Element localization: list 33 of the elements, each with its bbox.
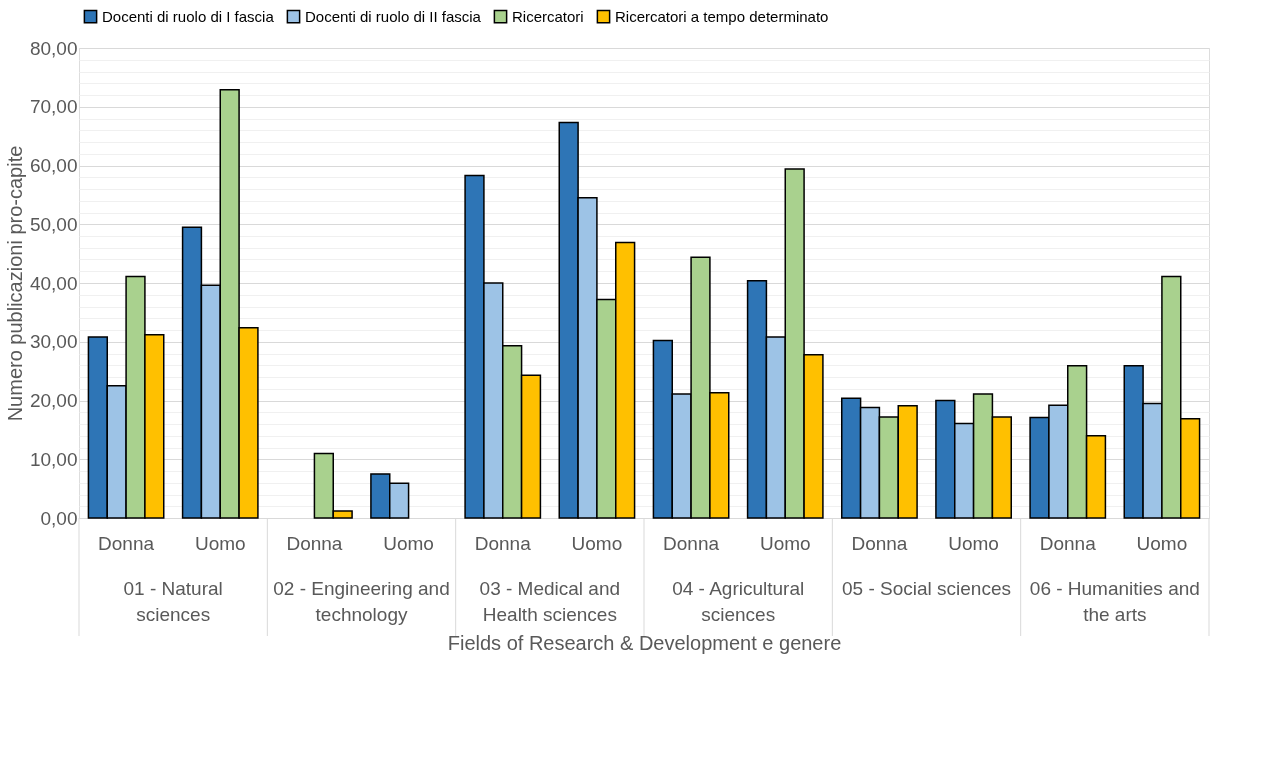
legend-label: Ricercatori <box>512 7 584 25</box>
x-tick-label: Uomo <box>194 532 246 554</box>
y-tick-label: 80,00 <box>29 37 78 59</box>
legend-label: Ricercatori a tempo determinato <box>615 7 829 25</box>
x-tick-label: Uomo <box>948 532 999 554</box>
x-tick-label: Donna <box>663 532 720 554</box>
x-tick-label: Uomo <box>383 532 434 554</box>
x-tick-label: Uomo <box>759 532 811 554</box>
y-axis-title: Numero publicazioni pro-capite <box>3 145 26 422</box>
x-axis-title: Fields of Research & Development e genere <box>447 631 842 654</box>
y-tick-label: 0,00 <box>40 507 78 529</box>
x-tick-label: Donna <box>1039 532 1097 554</box>
y-tick-label: 20,00 <box>29 390 78 411</box>
x-tick-label: Donna <box>851 532 908 554</box>
x-tick-label: Uomo <box>1136 532 1188 554</box>
text: 01 - Natural sciences <box>123 578 223 625</box>
y-tick-label: 10,00 <box>29 448 78 470</box>
text: 03 - Medical and Health sciences <box>479 578 621 625</box>
legend-label: Docenti di ruolo di II fascia <box>305 7 482 25</box>
y-tick-label: 50,00 <box>29 213 78 235</box>
text: 02 - Engineering and technology <box>273 578 450 625</box>
y-tick-label: 30,00 <box>29 331 78 353</box>
y-tick-label: 70,00 <box>29 96 78 118</box>
text: 06 - Humanities and the arts <box>1029 578 1200 625</box>
x-tick-label: Donna <box>474 532 532 554</box>
y-tick-label: 60,00 <box>29 155 78 176</box>
x-tick-label: Donna <box>98 532 155 554</box>
x-tick-label: Donna <box>286 532 343 554</box>
y-tick-label: 40,00 <box>29 272 78 294</box>
text: 04 - Agricultural sciences <box>672 578 805 625</box>
legend-label: Docenti di ruolo di I fascia <box>102 7 275 25</box>
x-tick-label: Uomo <box>571 532 623 554</box>
text: 05 - Social sciences <box>842 578 1011 599</box>
